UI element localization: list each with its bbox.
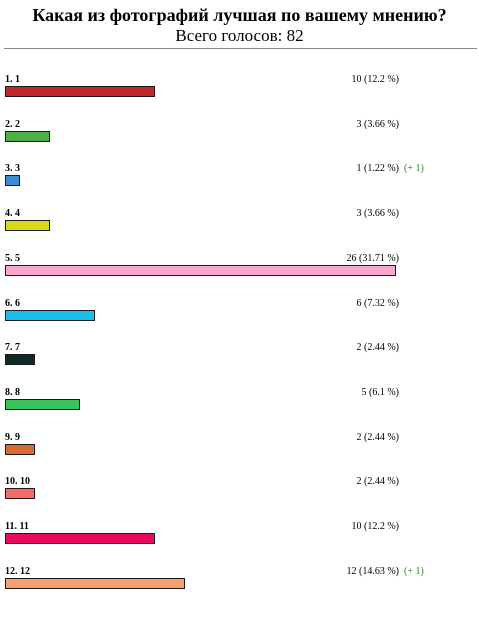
option-label: 4. 4 bbox=[5, 208, 20, 220]
poll-option: 10. 10 2 (2.44 %) bbox=[0, 476, 479, 506]
option-label: 5. 5 bbox=[5, 252, 20, 264]
option-bar bbox=[5, 175, 20, 187]
divider bbox=[4, 48, 477, 49]
option-label: 9. 9 bbox=[5, 431, 20, 443]
poll-option: 8. 8 5 (6.1 %) bbox=[0, 387, 479, 417]
poll-option: 9. 9 2 (2.44 %) bbox=[0, 432, 479, 462]
poll-option: 7. 7 2 (2.44 %) bbox=[0, 342, 479, 372]
option-label: 1. 1 bbox=[5, 74, 20, 85]
option-vote-count: 2 (2.44 %) bbox=[356, 476, 400, 488]
poll-option: 3. 3 1 (1.22 %) (+ 1) bbox=[0, 163, 479, 193]
option-vote-delta: (+ 1) bbox=[404, 565, 424, 577]
poll-option: 4. 4 3 (3.66 %) bbox=[0, 208, 479, 238]
option-label: 12. 12 bbox=[5, 565, 30, 577]
poll-option: 11. 11 10 (12.2 %) bbox=[0, 521, 479, 551]
option-bar bbox=[5, 309, 95, 321]
option-bar bbox=[5, 443, 35, 455]
option-bar bbox=[5, 130, 50, 142]
option-label: 3. 3 bbox=[5, 163, 20, 175]
option-bar bbox=[5, 354, 35, 366]
option-vote-count: 3 (3.66 %) bbox=[356, 208, 400, 220]
option-vote-count: 2 (2.44 %) bbox=[356, 431, 400, 443]
poll-option: 5. 5 26 (31.71 %) bbox=[0, 253, 479, 283]
option-bar bbox=[5, 220, 50, 232]
option-label: 6. 6 bbox=[5, 297, 20, 309]
option-vote-count: 1 (1.22 %) bbox=[356, 163, 400, 175]
option-vote-count: 10 (12.2 %) bbox=[351, 74, 400, 85]
option-vote-count: 5 (6.1 %) bbox=[361, 386, 400, 398]
option-bar bbox=[5, 577, 185, 589]
poll-option: 2. 2 3 (3.66 %) bbox=[0, 119, 479, 149]
option-label: 11. 11 bbox=[5, 521, 29, 532]
option-label: 7. 7 bbox=[5, 342, 20, 354]
option-vote-delta: (+ 1) bbox=[404, 163, 424, 175]
option-label: 2. 2 bbox=[5, 118, 20, 130]
option-vote-count: 6 (7.32 %) bbox=[356, 297, 400, 309]
poll-title: Какая из фотографий лучшая по вашему мне… bbox=[32, 5, 447, 25]
option-vote-count: 10 (12.2 %) bbox=[351, 521, 400, 532]
option-vote-count: 12 (14.63 %) bbox=[346, 565, 400, 577]
option-bar bbox=[5, 488, 35, 500]
option-bar bbox=[5, 533, 155, 544]
poll-option: 12. 12 12 (14.63 %) (+ 1) bbox=[0, 566, 479, 596]
poll-option: 6. 6 6 (7.32 %) bbox=[0, 298, 479, 328]
poll-option: 1. 1 10 (12.2 %) bbox=[0, 74, 479, 104]
option-bar bbox=[5, 86, 155, 97]
option-vote-count: 2 (2.44 %) bbox=[356, 342, 400, 354]
option-label: 8. 8 bbox=[5, 386, 20, 398]
option-bar bbox=[5, 398, 80, 410]
option-bar bbox=[5, 264, 396, 276]
option-vote-count: 26 (31.71 %) bbox=[346, 252, 400, 264]
option-label: 10. 10 bbox=[5, 476, 30, 488]
option-vote-count: 3 (3.66 %) bbox=[356, 118, 400, 130]
total-votes: Всего голосов: 82 bbox=[175, 26, 304, 45]
